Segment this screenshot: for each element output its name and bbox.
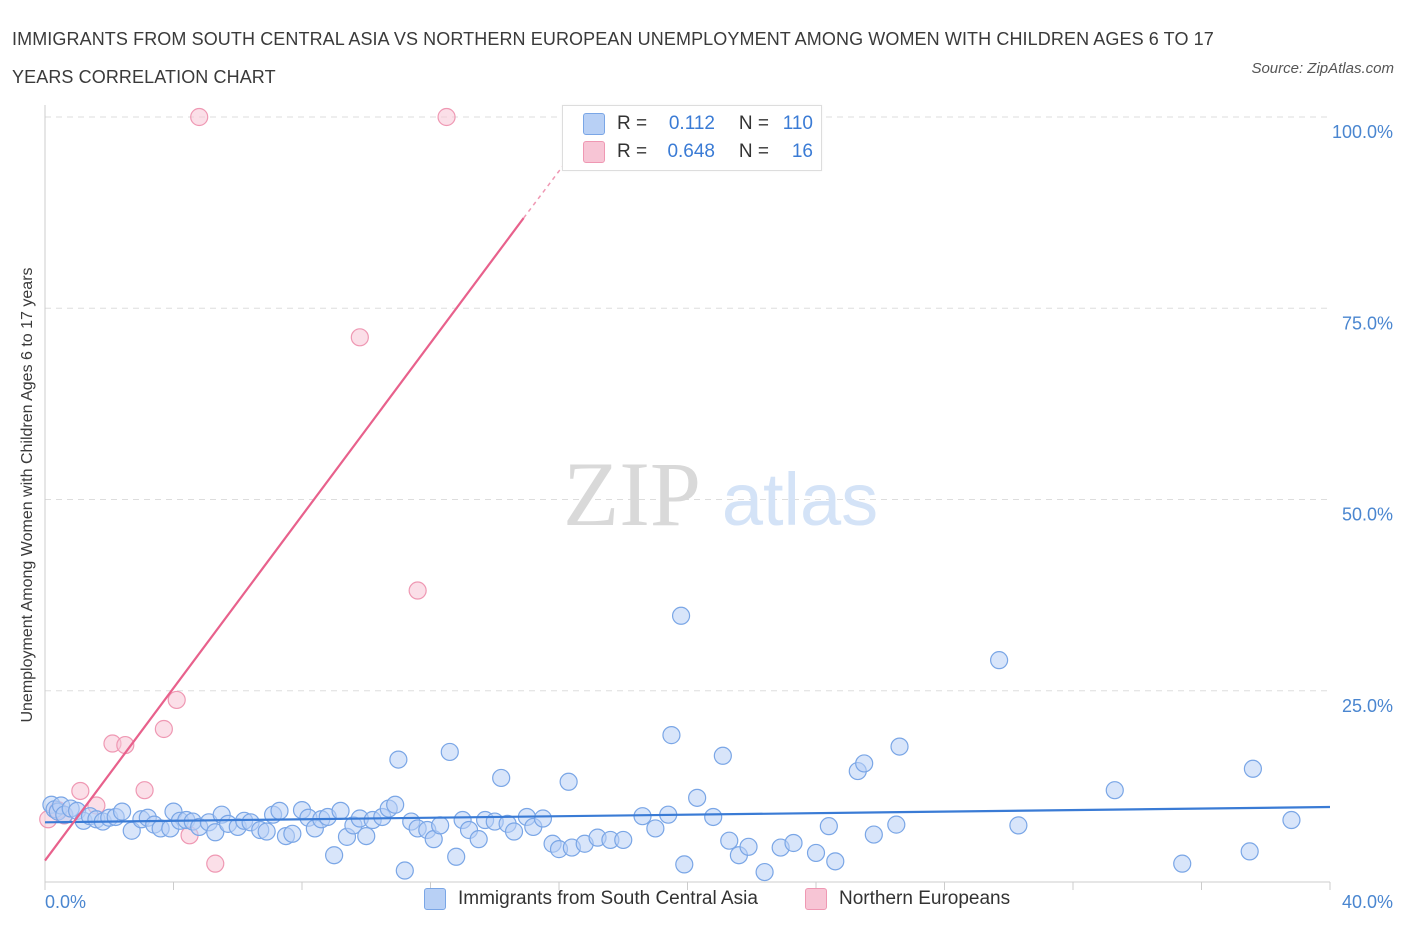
data-point-northern-europeans xyxy=(135,781,154,800)
data-point-northern-europeans xyxy=(71,781,90,801)
legend-swatch-blue xyxy=(424,888,446,910)
data-point-south-central-asia xyxy=(492,768,511,788)
legend-n-value: 16 xyxy=(791,141,813,162)
watermark-zip: ZIP xyxy=(563,443,701,545)
data-point-south-central-asia xyxy=(755,862,774,882)
gridlines xyxy=(45,116,1330,692)
data-point-south-central-asia xyxy=(806,843,826,863)
data-point-south-central-asia xyxy=(784,833,803,853)
data-point-south-central-asia xyxy=(533,809,553,828)
data-point-south-central-asia xyxy=(826,852,845,871)
chart-title: IMMIGRANTS FROM SOUTH CENTRAL ASIA VS NO… xyxy=(12,29,1214,87)
data-point-northern-europeans xyxy=(350,328,369,347)
trend-line-south-central-asia xyxy=(44,805,1331,824)
data-point-south-central-asia xyxy=(447,847,466,866)
data-point-south-central-asia xyxy=(688,788,707,807)
data-point-south-central-asia xyxy=(675,855,694,874)
data-point-south-central-asia xyxy=(614,830,633,850)
data-point-south-central-asia xyxy=(325,846,344,865)
tick-labels: 25.0% 50.0% 75.0% 100.0% 0.0% 40.0% xyxy=(45,122,1393,912)
data-point-south-central-asia xyxy=(1173,854,1192,873)
legend-n-label: N = xyxy=(738,113,769,134)
data-point-south-central-asia xyxy=(257,822,276,841)
x-tick-label: 0.0% xyxy=(45,892,86,912)
legend-item-northern-europeans: Northern Europeans xyxy=(805,888,1010,910)
legend-n-label: N = xyxy=(738,141,769,162)
data-point-south-central-asia xyxy=(431,816,450,835)
data-point-south-central-asia xyxy=(704,807,723,827)
data-point-south-central-asia xyxy=(283,824,302,843)
data-point-south-central-asia xyxy=(440,742,459,762)
data-point-northern-europeans xyxy=(154,719,173,739)
legend-r-label: R = xyxy=(617,141,648,162)
trend-line-northern-europeans xyxy=(44,217,525,862)
data-point-south-central-asia xyxy=(887,815,906,834)
data-point-south-central-asia xyxy=(331,801,350,820)
x-tick-label: 40.0% xyxy=(1342,892,1393,912)
y-tick-label: 50.0% xyxy=(1342,505,1393,525)
data-point-south-central-asia xyxy=(395,861,414,880)
data-point-south-central-asia xyxy=(890,737,909,756)
points-south-central-asia xyxy=(42,606,1301,882)
watermark-atlas: atlas xyxy=(722,458,878,541)
data-point-south-central-asia xyxy=(559,772,578,791)
data-point-south-central-asia xyxy=(864,825,883,844)
legend-series-label: Immigrants from South Central Asia xyxy=(458,888,758,909)
data-point-south-central-asia xyxy=(739,837,758,856)
y-tick-label: 100.0% xyxy=(1332,122,1393,142)
data-point-south-central-asia xyxy=(819,817,838,836)
legend-item-south-central-asia: Immigrants from South Central Asia xyxy=(424,888,758,910)
series-legend: Immigrants from South Central Asia North… xyxy=(0,888,1406,916)
axes xyxy=(44,105,1331,890)
legend-row-pink: R = 0.648 N = 16 xyxy=(583,140,813,164)
data-point-south-central-asia xyxy=(469,830,488,849)
legend-swatch-blue xyxy=(583,113,605,135)
data-point-northern-europeans xyxy=(190,107,209,127)
data-point-northern-europeans xyxy=(408,581,427,600)
y-tick-label: 25.0% xyxy=(1342,696,1393,716)
data-point-northern-europeans xyxy=(437,107,456,127)
legend-row-blue: R = 0.112 N = 110 xyxy=(583,112,813,136)
y-tick-label: 75.0% xyxy=(1342,313,1393,333)
data-point-south-central-asia xyxy=(1243,759,1263,778)
legend-swatch-pink xyxy=(805,888,827,910)
legend-series-label: Northern Europeans xyxy=(839,888,1011,909)
data-point-northern-europeans xyxy=(167,690,186,710)
data-point-south-central-asia xyxy=(357,826,376,846)
data-point-south-central-asia xyxy=(1009,816,1028,835)
data-point-south-central-asia xyxy=(662,726,681,745)
data-point-south-central-asia xyxy=(671,606,691,625)
data-point-south-central-asia xyxy=(206,823,225,842)
y-axis-label: Unemployment Among Women with Children A… xyxy=(19,267,36,723)
data-point-south-central-asia xyxy=(713,746,732,765)
data-point-south-central-asia xyxy=(646,819,665,838)
data-point-south-central-asia xyxy=(270,801,289,820)
trend-lines xyxy=(44,157,1331,862)
legend-n-value: 110 xyxy=(782,113,813,134)
legend-r-value: 0.112 xyxy=(668,113,715,134)
data-point-south-central-asia xyxy=(112,802,132,821)
data-point-south-central-asia xyxy=(389,750,408,769)
data-point-south-central-asia xyxy=(386,795,405,814)
correlation-legend: R = 0.112 N = 110 R = 0.648 N = 16 xyxy=(562,105,822,171)
legend-r-label: R = xyxy=(617,113,648,134)
watermark: ZIP atlas xyxy=(563,443,878,545)
data-point-south-central-asia xyxy=(1240,842,1259,861)
legend-swatch-pink xyxy=(583,141,605,163)
data-point-south-central-asia xyxy=(1105,781,1124,800)
data-point-south-central-asia xyxy=(855,754,874,773)
data-point-south-central-asia xyxy=(990,651,1009,670)
data-point-south-central-asia xyxy=(504,822,524,841)
legend-r-value: 0.648 xyxy=(667,141,715,162)
data-point-south-central-asia xyxy=(720,831,739,850)
data-point-south-central-asia xyxy=(1282,810,1301,830)
data-point-northern-europeans xyxy=(206,854,225,873)
source-note: Source: ZipAtlas.com xyxy=(1251,60,1394,77)
